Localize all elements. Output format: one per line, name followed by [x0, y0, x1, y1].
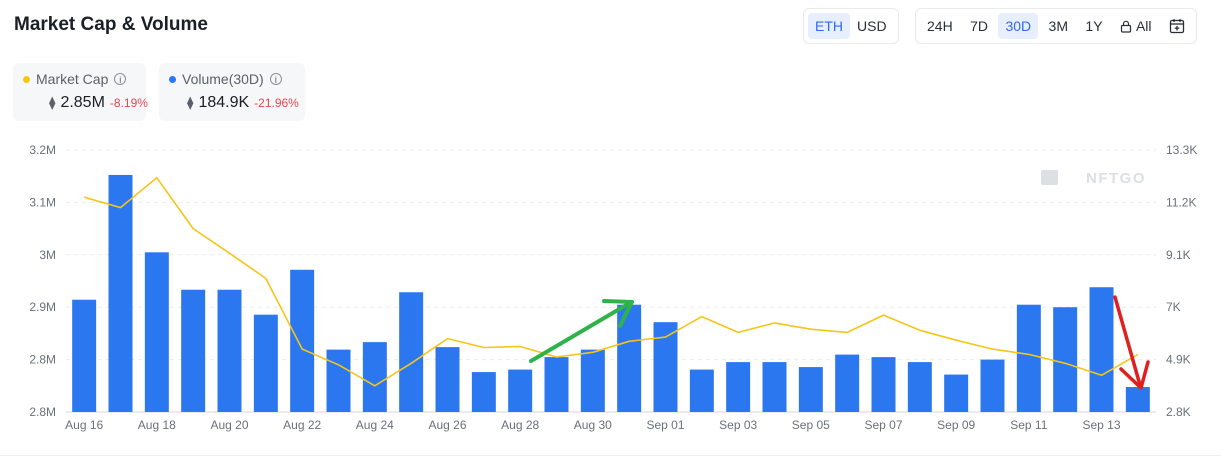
y-right-tick-label: 13.3K	[1166, 143, 1197, 157]
market-cap-label: Market Cap	[36, 71, 109, 87]
market-cap-value: 2.85M	[60, 94, 105, 111]
green-arrow-head	[602, 299, 634, 328]
volume-label: Volume(30D)	[182, 71, 264, 87]
volume-bar	[1053, 307, 1078, 412]
tab-eth[interactable]: ETH	[808, 13, 850, 39]
x-tick-label: Sep 13	[1082, 418, 1120, 432]
volume-bar	[689, 369, 714, 412]
y-right-tick-label: 4.9K	[1166, 353, 1191, 367]
watermark-text: NFTGO	[1086, 170, 1146, 187]
volume-bar	[980, 359, 1005, 412]
volume-bar	[435, 347, 460, 412]
x-tick-label: Aug 26	[428, 418, 466, 432]
tab-24h[interactable]: 24H	[927, 18, 953, 34]
volume-change: -21.96%	[254, 96, 299, 110]
volume-bar	[217, 289, 242, 412]
volume-bar	[1089, 287, 1114, 412]
volume-bar	[762, 362, 787, 412]
market-cap-change: -8.19%	[109, 96, 148, 110]
x-tick-label: Aug 22	[283, 418, 321, 432]
x-tick-label: Sep 05	[792, 418, 830, 432]
volume-bar	[253, 314, 278, 412]
volume-value: 184.9K	[198, 94, 250, 111]
volume-bar	[144, 252, 169, 412]
y-right-tick-label: 11.2K	[1166, 195, 1196, 209]
volume-bar	[944, 374, 969, 412]
volume-bar	[508, 369, 533, 412]
y-left-tick-label: 2.8M	[29, 353, 56, 367]
volume-bar	[290, 269, 315, 412]
y-left-tick-label: 2.9M	[29, 300, 56, 314]
volume-bar	[181, 289, 206, 412]
volume-bar	[835, 354, 860, 412]
x-tick-label: Aug 16	[65, 418, 103, 432]
x-tick-label: Aug 20	[210, 418, 248, 432]
green-arrow-shaft	[529, 302, 630, 363]
info-icon[interactable]: i	[114, 73, 127, 85]
volume-bar	[399, 292, 424, 412]
red-arrow-shaft	[1113, 295, 1142, 387]
volume-dot	[169, 75, 176, 83]
chart-title: Market Cap & Volume	[14, 14, 208, 35]
red-arrow-head	[1119, 360, 1150, 390]
x-tick-label: Sep 01	[646, 418, 684, 432]
range-toggle: 24H 7D 30D 3M 1Y All	[915, 8, 1197, 44]
market-cap-dot	[23, 75, 30, 83]
volume-bar	[798, 367, 823, 412]
bottom-divider	[0, 455, 1221, 456]
y-right-tick-label: 9.1K	[1166, 248, 1191, 262]
market-cap-line	[83, 177, 1139, 387]
tab-usd[interactable]: USD	[857, 18, 887, 34]
lock-icon	[1120, 20, 1132, 33]
tab-1y[interactable]: 1Y	[1085, 18, 1103, 34]
eth-icon: ⧫	[49, 95, 56, 110]
x-tick-label: Sep 07	[864, 418, 902, 432]
tab-3m[interactable]: 3M	[1048, 18, 1068, 34]
volume-bar	[653, 322, 678, 412]
y-right-tick-label: 2.8K	[1166, 405, 1191, 419]
x-tick-label: Aug 24	[356, 418, 394, 432]
watermark-logo-icon	[1041, 170, 1058, 185]
calendar-icon	[1169, 19, 1185, 34]
volume-bar	[617, 304, 642, 412]
y-left-tick-label: 3.1M	[29, 195, 56, 209]
x-tick-label: Aug 28	[501, 418, 539, 432]
tab-all-label: All	[1135, 18, 1152, 34]
volume-bar	[108, 174, 133, 412]
tab-all[interactable]: All	[1113, 13, 1159, 39]
y-left-tick-label: 3M	[39, 248, 56, 262]
volume-bar	[580, 349, 605, 412]
calendar-button[interactable]	[1162, 13, 1192, 39]
y-right-tick-label: 7K	[1166, 300, 1181, 314]
volume-bar	[1016, 304, 1041, 412]
tab-30d[interactable]: 30D	[998, 13, 1039, 39]
volume-bar	[326, 349, 351, 412]
x-tick-label: Sep 03	[719, 418, 757, 432]
info-icon[interactable]: i	[269, 73, 282, 85]
x-tick-label: Sep 09	[937, 418, 975, 432]
x-tick-label: Aug 18	[138, 418, 176, 432]
tab-7d[interactable]: 7D	[970, 18, 989, 34]
volume-bar	[471, 372, 496, 412]
y-left-tick-label: 2.8M	[29, 405, 56, 419]
volume-bar	[362, 342, 387, 412]
eth-icon: ⧫	[187, 95, 194, 110]
volume-bar	[871, 357, 896, 412]
legend-market-cap[interactable]: Market Cap i ⧫ 2.85M -8.19%	[13, 63, 148, 121]
volume-bar	[544, 357, 569, 412]
volume-bar	[726, 362, 751, 412]
legend-volume[interactable]: Volume(30D) i ⧫ 184.9K -21.96%	[159, 63, 305, 121]
volume-bar	[907, 362, 932, 412]
currency-toggle: ETH USD	[803, 8, 899, 44]
volume-bar	[72, 299, 97, 412]
x-tick-label: Sep 11	[1010, 418, 1047, 432]
y-left-tick-label: 3.2M	[29, 143, 56, 157]
x-tick-label: Aug 30	[574, 418, 612, 432]
volume-bar	[1125, 387, 1150, 412]
